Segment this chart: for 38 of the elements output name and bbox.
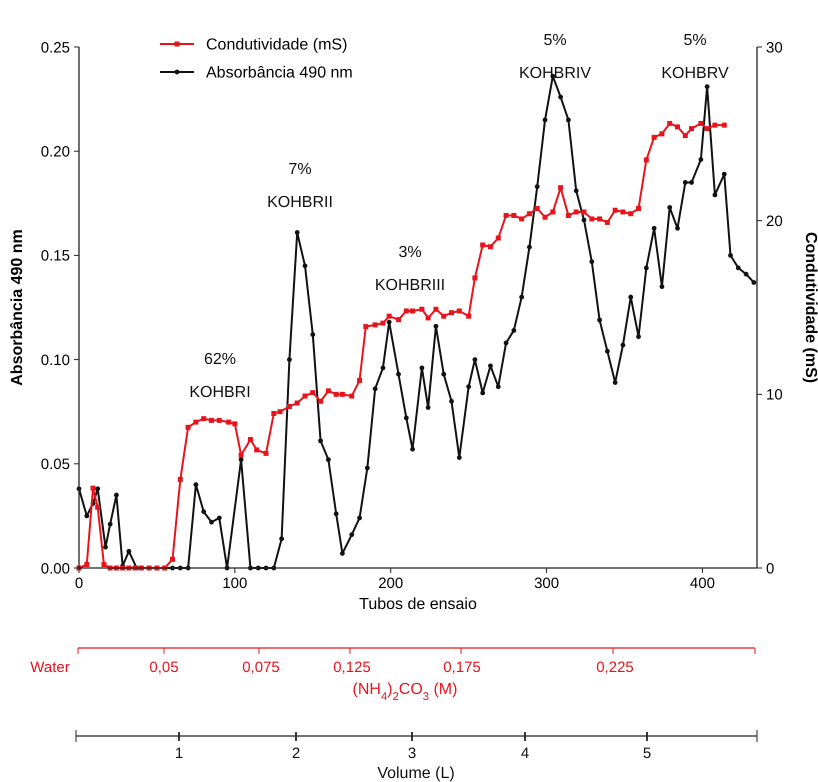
y-tick-label: 0.00: [40, 560, 70, 578]
annotation: 5% KOHBRIV: [518, 32, 592, 82]
annotation: 5% KOHBRV: [661, 32, 729, 82]
annotation: 62% KOHBRI: [189, 351, 251, 401]
y-tick-label: 0.15: [40, 248, 70, 265]
text: Water: [30, 659, 70, 676]
text: 0,175: [443, 659, 481, 676]
x-tick-label: 400: [690, 575, 715, 592]
text: 0,125: [333, 659, 371, 676]
x-tick-label: 300: [534, 575, 560, 592]
text: 3: [408, 745, 416, 762]
text: 0,05: [149, 659, 179, 676]
y-tick-label: 0.05: [40, 456, 70, 474]
y-tick-label: 0.25: [40, 39, 70, 56]
annotation: 7% KOHBRII: [267, 161, 333, 211]
y-axis-title: Absorbância 490 nm: [9, 229, 26, 386]
x-tick-label: 100: [222, 575, 248, 592]
text: 0,075: [242, 659, 280, 676]
text: (NH$_{4}$)$_{2}$CO$_{3}$ (M): [352, 681, 458, 703]
y-tick-label: 0.20: [40, 143, 70, 160]
text: Volume (L): [377, 765, 455, 782]
y2-tick-label: 20: [766, 212, 783, 230]
x-tick-label: 200: [378, 575, 404, 592]
text: 1: [174, 745, 184, 762]
x-axis-title: Tubos de ensaio: [359, 596, 477, 613]
annotation: 3% KOHBRIII: [374, 244, 446, 294]
y2-tick-label: 10: [766, 386, 783, 404]
text: 4: [520, 745, 530, 762]
legend-label: Absorbância 490 nm: [206, 64, 353, 82]
y2-tick-label: 0: [766, 560, 774, 578]
text: 0,225: [596, 659, 634, 676]
y2-axis-title: Condutividade (mS): [802, 232, 818, 384]
legend-label: Condutividade (mS): [206, 36, 348, 54]
text: 2: [292, 745, 300, 762]
x-tick-label: 0: [74, 575, 84, 592]
text: 5: [642, 745, 652, 762]
y-tick-label: 0.10: [40, 352, 70, 369]
y2-tick-label: 30: [766, 39, 783, 56]
